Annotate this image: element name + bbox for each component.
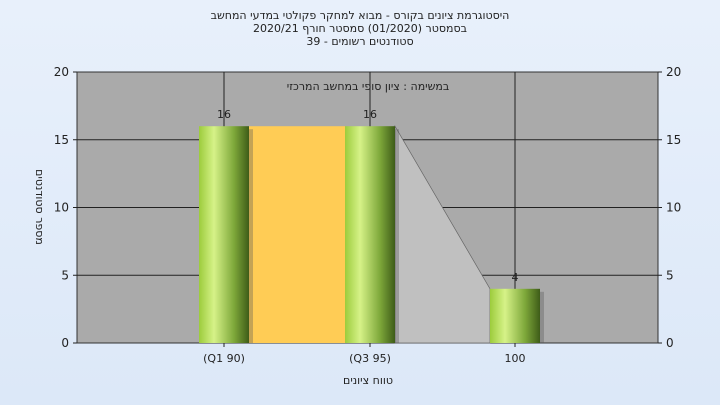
x-tick-label: (Q1 90): [203, 352, 245, 365]
x-tick-label: 100: [505, 352, 526, 365]
y-tick-label-right: 5: [666, 268, 674, 282]
bars: [199, 126, 544, 343]
bar: [345, 126, 395, 343]
title-line-1: היסטוגרמת ציונים בקורס - מבוא למחקר פקול…: [210, 9, 510, 22]
y-tick-label-right: 15: [666, 133, 681, 147]
y-tick-label-left: 15: [54, 133, 69, 147]
bar: [199, 126, 249, 343]
x-axis-label: טווח ציונים: [343, 374, 393, 387]
chart-title: היסטוגרמת ציונים בקורס - מבוא למחקר פקול…: [0, 9, 720, 48]
bar: [490, 288, 540, 343]
bar-value-label: 4: [512, 271, 519, 284]
y-tick-label-left: 10: [54, 201, 69, 215]
y-tick-label-left: 5: [61, 268, 69, 282]
y-tick-label-right: 10: [666, 201, 681, 215]
chart-subtitle: במשימה : ציון סופי במחשב המרכזי: [287, 80, 450, 93]
y-tick-label-left: 20: [54, 65, 69, 79]
bar-value-label: 16: [217, 108, 231, 121]
y-axis-label: מספר סטודנטים: [33, 169, 46, 245]
y-tick-label-right: 20: [666, 65, 681, 79]
title-line-3: סטודנטים רשומים - 39: [306, 35, 414, 48]
y-tick-label-left: 0: [61, 336, 69, 350]
y-tick-label-right: 0: [666, 336, 674, 350]
title-line-2: בסמסטר (01/2020) סמסטר חורף 2020/21: [253, 22, 467, 35]
x-tick-label: (Q3 95): [349, 352, 391, 365]
bar-value-label: 16: [363, 108, 377, 121]
quartile-band: [249, 126, 345, 343]
